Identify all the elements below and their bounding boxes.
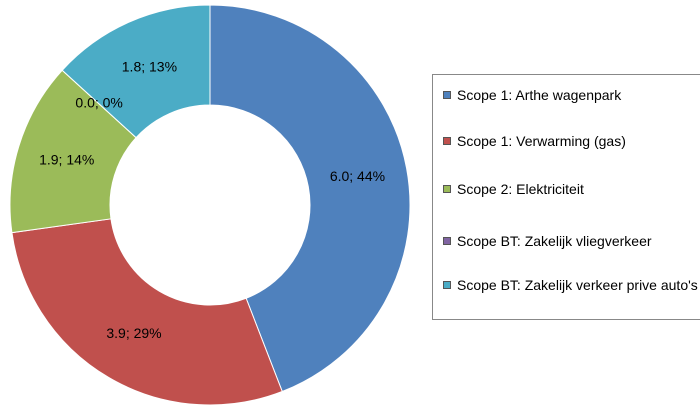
legend-swatch	[443, 185, 451, 193]
data-label: 6.0; 44%	[330, 168, 385, 184]
legend-item: Scope 2: Elektriciteit	[443, 181, 700, 197]
donut-plot: 6.0; 44% 3.9; 29% 1.9; 14% 0.0; 0% 1.8; 13%	[9, 4, 411, 406]
legend-label: Scope BT: Zakelijk verkeer prive auto's	[457, 277, 698, 293]
legend-swatch	[443, 281, 451, 289]
legend-item: Scope BT: Zakelijk verkeer prive auto's	[443, 277, 700, 293]
data-label: 1.9; 14%	[39, 151, 94, 167]
legend: Scope 1: Arthe wagenpark Scope 1: Verwarm…	[432, 74, 700, 320]
legend-label: Scope BT: Zakelijk vliegverkeer	[457, 233, 652, 249]
legend-item: Scope 1: Verwarming (gas)	[443, 133, 700, 149]
legend-swatch	[443, 237, 451, 245]
data-label: 1.8; 13%	[122, 58, 177, 74]
legend-label: Scope 1: Arthe wagenpark	[457, 87, 622, 103]
slice	[61, 4, 211, 139]
data-label: 3.9; 29%	[106, 325, 161, 341]
legend-label: Scope 1: Verwarming (gas)	[457, 133, 626, 149]
slice	[11, 218, 283, 406]
legend-item: Scope BT: Zakelijk vliegverkeer	[443, 233, 700, 249]
slice	[209, 4, 411, 393]
legend-label: Scope 2: Elektriciteit	[457, 181, 584, 197]
data-label: 0.0; 0%	[75, 95, 122, 111]
legend-item: Scope 1: Arthe wagenpark	[443, 87, 700, 103]
legend-swatch	[443, 91, 451, 99]
legend-swatch	[443, 137, 451, 145]
